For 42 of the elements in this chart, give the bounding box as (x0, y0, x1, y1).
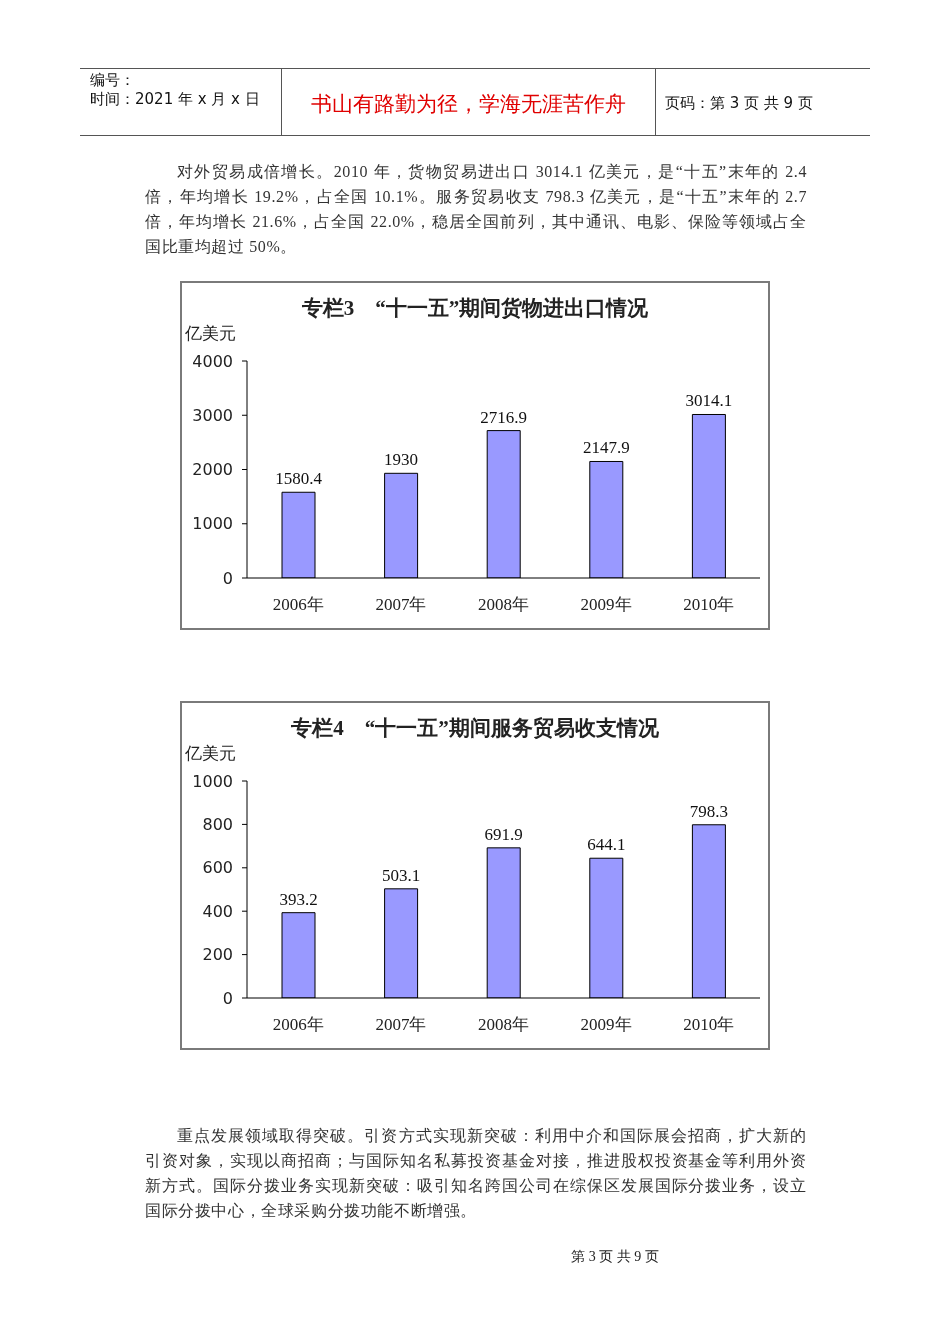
data-label: 393.2 (279, 889, 318, 909)
x-tick-label: 2007年 (375, 595, 427, 615)
y-tick-label: 200 (202, 945, 233, 965)
x-tick-label: 2008年 (478, 1015, 529, 1035)
text: 书山有路勤为径，学海无涯苦作舟 (309, 91, 627, 117)
x-tick-label: 2006年 (272, 595, 324, 615)
data-label: 1580.4 (275, 469, 323, 489)
data-label: 798.3 (689, 801, 729, 821)
text: 编号： (90, 71, 135, 89)
x-tick-label: 2007年 (375, 1015, 427, 1035)
y-tick-label: 1000 (192, 514, 233, 534)
data-label: 3014.1 (685, 391, 733, 411)
y-tick-label: 800 (202, 815, 233, 835)
x-tick-label: 2009年 (580, 1015, 632, 1035)
text: 重点发展领域取得突破。引资方式实现新突破：利用中介和国际展会招商，扩大新的引资对象，实现以商招商；与国际知名私募投资基金对接，推进股权投资基金等利用外资新方式。国际分拨业务实现新突破：吸引知名跨国公司在综保区发展国际分拨业务，设立国际分拨中心，全球采购分拨功能不断增强。 (145, 1126, 807, 1221)
y-tick-label: 1000 (192, 771, 233, 791)
y-axis-title: 亿美元 (185, 743, 236, 763)
data-label: 691.9 (484, 824, 523, 844)
text: 第 3 页 共 9 页 (570, 1248, 660, 1266)
data-label: 1930 (384, 450, 419, 470)
x-tick-label: 2009年 (580, 595, 632, 615)
data-label: 2147.9 (582, 438, 630, 458)
text: 页码：第 3 页 共 9 页 (665, 94, 813, 112)
y-tick-label: 3000 (192, 405, 233, 425)
data-label: 2716.9 (480, 407, 528, 427)
x-tick-label: 2010年 (683, 595, 735, 615)
data-label: 503.1 (381, 865, 421, 885)
chart-title: 专栏3 “十一五”期间货物进出口情况 (300, 295, 650, 321)
data-label: 644.1 (587, 835, 626, 855)
y-tick-label: 2000 (192, 460, 233, 480)
x-tick-label: 2010年 (683, 1015, 735, 1035)
y-tick-label: 400 (202, 901, 233, 921)
y-tick-label: 600 (202, 858, 233, 878)
text: 对外贸易成倍增长。2010 年，货物贸易进出口 3014.1 亿美元，是“十五”末年的 2.4 倍，年均增长 19.2%，占全国 10.1%。服务贸易收支 798.3 亿美元，是“十五”末年的 2.7 倍，年均增长 21.6%，占全国 22.0%，稳居全国前列，其中通讯、电影、保险等领域占全国比重均超过 50%。 (145, 162, 807, 257)
y-tick-label: 4000 (192, 351, 233, 371)
y-tick-label: 0 (222, 568, 233, 588)
y-tick-label: 0 (222, 988, 233, 1008)
chart-title: 专栏4 “十一五”期间服务贸易收支情况 (290, 715, 660, 741)
text: 时间：2021 年 x 月 x 日 (90, 90, 260, 108)
x-tick-label: 2008年 (478, 595, 529, 615)
x-tick-label: 2006年 (272, 1015, 324, 1035)
y-axis-title: 亿美元 (185, 323, 236, 343)
